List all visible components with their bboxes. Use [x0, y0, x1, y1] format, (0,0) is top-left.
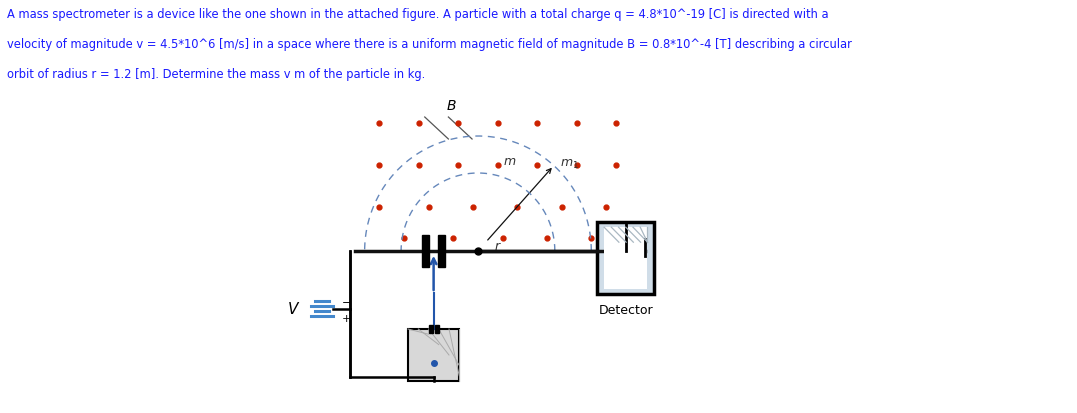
Bar	[598, 222, 655, 294]
Text: $V$: $V$	[286, 301, 300, 317]
Text: $m_1$: $m_1$	[560, 157, 578, 171]
Text: Detector: Detector	[599, 304, 653, 317]
Bar	[604, 227, 647, 289]
Bar	[408, 329, 459, 381]
Text: orbit of radius r = 1.2 [m]. Determine the mass v m of the particle in kg.: orbit of radius r = 1.2 [m]. Determine t…	[6, 68, 425, 81]
Text: $+$: $+$	[341, 313, 351, 325]
Text: A mass spectrometer is a device like the one shown in the attached figure. A par: A mass spectrometer is a device like the…	[6, 8, 828, 21]
Text: $-$: $-$	[341, 296, 351, 306]
Bar	[435, 325, 438, 333]
Bar	[422, 235, 429, 267]
Text: $r$: $r$	[493, 240, 502, 253]
Bar	[438, 235, 445, 267]
Text: $m$: $m$	[503, 155, 516, 168]
Bar	[429, 325, 433, 333]
Text: velocity of magnitude v = 4.5*10^6 [m/s] in a space where there is a uniform mag: velocity of magnitude v = 4.5*10^6 [m/s]…	[6, 38, 852, 51]
Text: $B$: $B$	[447, 99, 457, 113]
